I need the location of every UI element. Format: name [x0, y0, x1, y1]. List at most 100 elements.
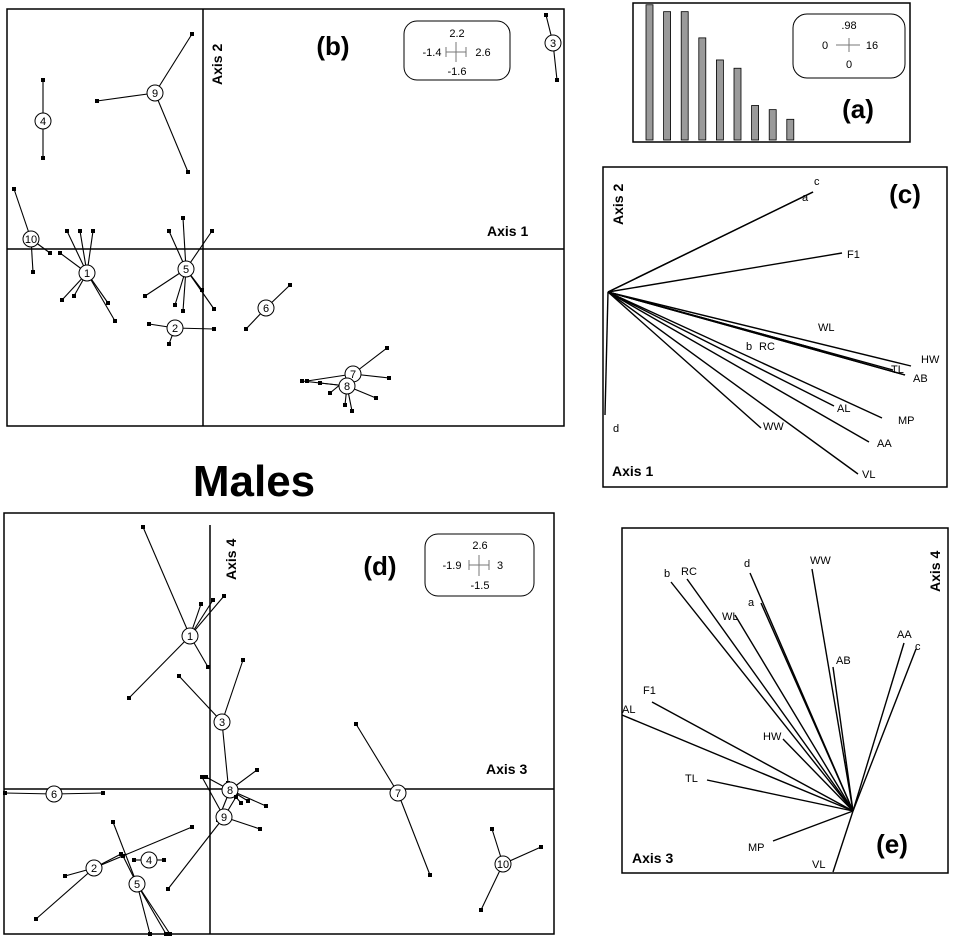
group-centroid [213, 713, 231, 731]
observation-point [162, 858, 166, 862]
group-label: 8 [227, 785, 233, 797]
panel-e-letter: (e) [876, 829, 908, 859]
scree-bar [645, 4, 654, 141]
observation-point [387, 376, 391, 380]
vector-label: d [613, 423, 619, 435]
group-label: 10 [25, 234, 37, 246]
vector-label: TL [685, 773, 698, 785]
legend-right-value: 2.6 [475, 47, 490, 59]
group-label: 5 [183, 264, 189, 276]
panel-d-letter: (d) [363, 551, 396, 581]
axis-1-label: Axis 1 [487, 223, 528, 239]
panel-d: Axis 4 Axis 3 (d) 2.6 -1.9 3 -1.5 1 3 8 9 6 7… [3, 512, 555, 936]
observation-point [141, 525, 145, 529]
spoke-line [136, 883, 151, 935]
vector-line [734, 614, 854, 812]
axis-3-label: Axis 3 [486, 761, 527, 777]
vector-line [607, 252, 843, 293]
observation-point [173, 303, 177, 307]
group-label: 7 [350, 369, 356, 381]
spoke-line [136, 883, 167, 935]
observation-point [211, 598, 215, 602]
vector-label: WL [722, 611, 739, 623]
observation-point [101, 791, 105, 795]
vector-line [651, 701, 854, 812]
spoke-line [221, 721, 229, 784]
spoke-line [178, 675, 223, 723]
spoke-line [112, 821, 138, 885]
vector-line [832, 666, 854, 812]
group-label: 2 [172, 323, 178, 335]
group-label: 1 [84, 268, 90, 280]
vector-line [811, 568, 854, 812]
axis-4-label: Axis 4 [223, 539, 239, 580]
observation-point [255, 768, 259, 772]
group-centroid [181, 627, 199, 645]
panel-a-frame [632, 2, 911, 143]
observation-point [212, 307, 216, 311]
group-centroid [257, 299, 275, 317]
vector-label: b [746, 341, 752, 353]
vector-line [607, 291, 883, 419]
observation-point [210, 229, 214, 233]
group-label: 10 [497, 859, 509, 871]
vector-label: WW [810, 555, 831, 567]
observation-point [328, 391, 332, 395]
vector-label: c [814, 176, 820, 188]
group-centroid [22, 230, 40, 248]
observation-point [490, 827, 494, 831]
group-centroid [146, 84, 164, 102]
group-label: 6 [263, 303, 269, 315]
spoke-line [86, 272, 116, 322]
observation-point [72, 294, 76, 298]
vector-label: c [915, 641, 921, 653]
group-centroid [389, 784, 407, 802]
observation-point [143, 294, 147, 298]
vector-label: AL [622, 704, 635, 716]
vector-label: RC [681, 566, 697, 578]
observation-point [428, 873, 432, 877]
group-centroid [215, 808, 233, 826]
vector-label: AB [836, 655, 851, 667]
group-label: 9 [152, 88, 158, 100]
scree-bar [663, 11, 671, 141]
spoke-line [128, 635, 191, 699]
group-label: 3 [219, 717, 225, 729]
vector-line [607, 291, 870, 443]
vector-label: a [748, 597, 755, 609]
spoke-line [154, 92, 189, 173]
legend-top-value: 2.6 [472, 540, 487, 552]
observation-point [148, 932, 152, 936]
group-centroid [177, 260, 195, 278]
axis-3-label: Axis 3 [632, 850, 673, 866]
observation-point [177, 674, 181, 678]
legend-right-value: 3 [497, 560, 503, 572]
observation-point [385, 346, 389, 350]
group-label: 4 [146, 855, 152, 867]
vector-line [832, 810, 854, 873]
vector-line [607, 291, 912, 367]
vector-label: HW [763, 731, 782, 743]
legend-left-value: -1.4 [423, 47, 442, 59]
observation-point [305, 379, 309, 383]
vector-label: F1 [847, 249, 860, 261]
group-stars: 1 3 8 9 6 7 10 2 45 [3, 525, 543, 936]
panel-c: Axis 2 Axis 1 (c) ca F1 WL b RC HW TL AB AL MP WW A… [602, 166, 948, 488]
observation-point [374, 396, 378, 400]
observation-point [164, 932, 168, 936]
scree-bar [716, 59, 724, 141]
observation-point [239, 801, 243, 805]
loading-vectors: b RC d WW a WL AB AAc F1 AL HW TL MP VL [621, 555, 921, 873]
vector-line [607, 291, 906, 376]
vector-line [782, 738, 854, 812]
observation-point [168, 932, 172, 936]
observation-point [127, 696, 131, 700]
observation-point [300, 379, 304, 383]
observation-point [65, 229, 69, 233]
scree-bar [768, 109, 777, 141]
observation-point [31, 270, 35, 274]
observation-point [60, 298, 64, 302]
axis-4-label: Axis 4 [927, 551, 943, 592]
group-centroid [128, 875, 146, 893]
legend-top-value: 2.2 [449, 28, 464, 40]
